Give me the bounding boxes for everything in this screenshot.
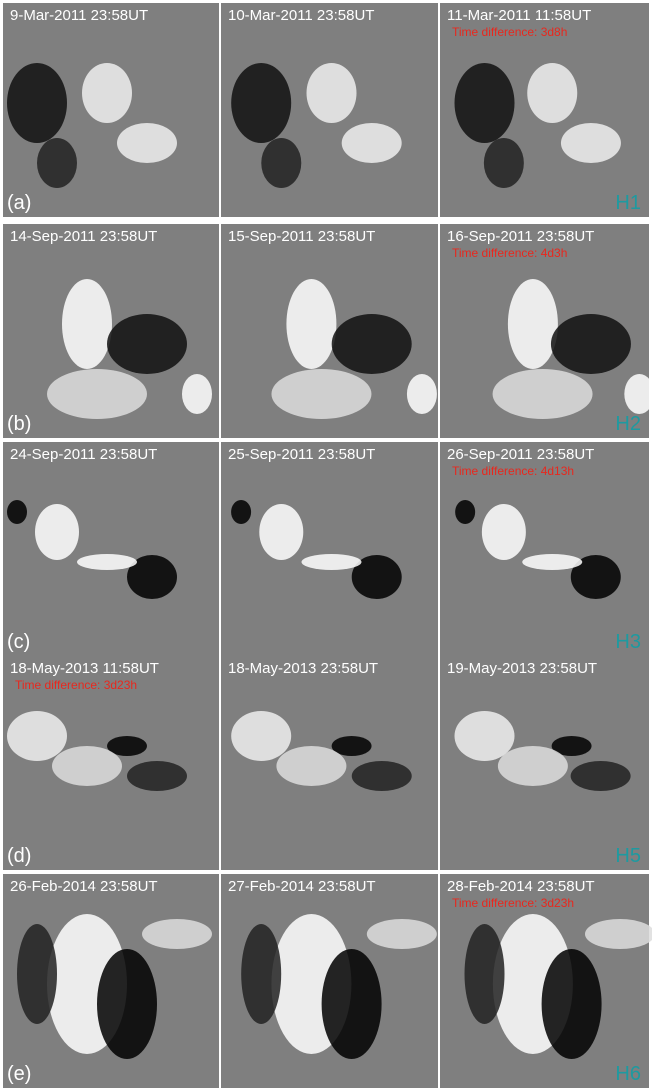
panel-date: 9-Mar-2011 23:58UT (10, 7, 148, 24)
flux-blob (301, 554, 362, 570)
flux-blob (483, 138, 524, 188)
flux-blob (182, 374, 212, 414)
panel-date: 28-Feb-2014 23:58UT (447, 878, 595, 895)
magnetogram (221, 442, 438, 656)
flux-blob (7, 63, 67, 143)
panel-date: 25-Sep-2011 23:58UT (228, 446, 375, 463)
panel-label: (b) (7, 413, 31, 435)
flux-blob (261, 138, 302, 188)
row: 14-Sep-2011 23:58UT 15-Sep-2011 23:58UT 16… (3, 224, 652, 438)
flux-blob (231, 711, 292, 761)
flux-blob (107, 736, 147, 756)
flux-blob (231, 500, 252, 524)
flux-blob (366, 919, 437, 949)
flux-blob (341, 123, 402, 163)
flux-blob (454, 711, 515, 761)
flux-blob (276, 746, 347, 786)
region-tag: H1 (615, 192, 641, 214)
flux-blob (522, 554, 583, 570)
flux-blob (17, 924, 57, 1024)
flux-blob (331, 736, 372, 756)
flux-blob (492, 369, 593, 419)
panel-date: 14-Sep-2011 23:58UT (10, 228, 157, 245)
flux-blob (37, 138, 77, 188)
flux-blob (52, 746, 122, 786)
flux-blob (560, 123, 621, 163)
panel-date: 19-May-2013 23:58UT (447, 660, 597, 677)
flux-blob (271, 369, 372, 419)
flux-blob (570, 555, 621, 599)
row: 26-Feb-2014 23:58UT 27-Feb-2014 23:58UT 28… (3, 874, 652, 1088)
flux-blob (241, 924, 282, 1024)
panel-date: 27-Feb-2014 23:58UT (228, 878, 376, 895)
panel-date: 15-Sep-2011 23:58UT (228, 228, 375, 245)
flux-blob (624, 374, 652, 414)
panel-date: 16-Sep-2011 23:58UT (447, 228, 594, 245)
flux-blob (584, 919, 652, 949)
panel-date: 10-Mar-2011 23:58UT (228, 7, 374, 24)
flux-blob (351, 761, 412, 791)
flux-blob (570, 761, 631, 791)
magnetogram (3, 442, 219, 656)
time-difference: Time difference: 4d13h (452, 464, 574, 478)
row: 24-Sep-2011 23:58UT 25-Sep-2011 23:58UT 26… (3, 442, 649, 656)
flux-blob (351, 555, 402, 599)
panel-label: (d) (7, 845, 31, 867)
flux-blob (107, 314, 187, 374)
flux-blob (527, 63, 578, 123)
flux-blob (7, 711, 67, 761)
panel-label: (e) (7, 1063, 31, 1085)
flux-blob (47, 369, 147, 419)
panel-date: 18-May-2013 11:58UT (10, 660, 159, 677)
flux-blob (331, 314, 412, 374)
flux-blob (551, 736, 592, 756)
flux-blob (117, 123, 177, 163)
flux-blob (306, 63, 357, 123)
flux-blob (454, 63, 515, 143)
time-difference: Time difference: 3d23h (452, 896, 574, 910)
flux-blob (406, 374, 437, 414)
flux-blob (142, 919, 212, 949)
row: 9-Mar-2011 23:58UT 10-Mar-2011 23:58UT 11-… (3, 3, 649, 217)
flux-blob (231, 63, 292, 143)
flux-blob (127, 555, 177, 599)
flux-blob (62, 279, 112, 369)
time-difference: Time difference: 3d23h (15, 678, 137, 692)
flux-blob (82, 63, 132, 123)
flux-blob (507, 279, 558, 369)
flux-blob (481, 504, 526, 560)
panel-date: 26-Sep-2011 23:58UT (447, 446, 594, 463)
panel-date: 11-Mar-2011 11:58UT (447, 7, 591, 24)
time-difference: Time difference: 3d8h (452, 25, 567, 39)
region-tag: H6 (615, 1063, 641, 1085)
flux-blob (35, 504, 79, 560)
flux-blob (259, 504, 304, 560)
flux-blob (77, 554, 137, 570)
flux-blob (127, 761, 187, 791)
region-tag: H3 (615, 631, 641, 653)
flux-blob (286, 279, 337, 369)
flux-blob (550, 314, 631, 374)
flux-blob (541, 949, 602, 1059)
panel-label: (a) (7, 192, 31, 214)
region-tag: H5 (615, 845, 641, 867)
panel-date: 18-May-2013 23:58UT (228, 660, 378, 677)
flux-blob (464, 924, 505, 1024)
region-tag: H2 (615, 413, 641, 435)
magnetogram (440, 442, 649, 656)
flux-blob (97, 949, 157, 1059)
flux-blob (497, 746, 568, 786)
panel-date: 24-Sep-2011 23:58UT (10, 446, 157, 463)
panel-label: (c) (7, 631, 30, 653)
panel-date: 26-Feb-2014 23:58UT (10, 878, 158, 895)
flux-blob (7, 500, 27, 524)
flux-blob (321, 949, 382, 1059)
time-difference: Time difference: 4d3h (452, 246, 567, 260)
flux-blob (455, 500, 476, 524)
